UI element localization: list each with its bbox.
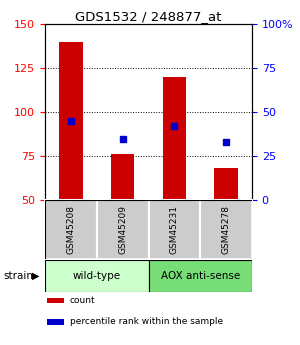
Bar bbox=[45, 200, 97, 259]
Text: strain: strain bbox=[3, 271, 33, 281]
Text: GSM45278: GSM45278 bbox=[222, 205, 231, 254]
Bar bbox=[97, 200, 148, 259]
Bar bbox=[47, 319, 64, 325]
Bar bbox=[200, 200, 252, 259]
Bar bbox=[214, 168, 238, 200]
Text: percentile rank within the sample: percentile rank within the sample bbox=[70, 317, 223, 326]
Bar bbox=[47, 298, 64, 303]
Bar bbox=[111, 154, 134, 200]
Text: GSM45209: GSM45209 bbox=[118, 205, 127, 254]
Bar bbox=[45, 260, 148, 292]
Text: AOX anti-sense: AOX anti-sense bbox=[160, 271, 240, 281]
Text: ▶: ▶ bbox=[32, 271, 39, 281]
Text: wild-type: wild-type bbox=[73, 271, 121, 281]
Text: GSM45208: GSM45208 bbox=[66, 205, 75, 254]
Text: count: count bbox=[70, 296, 95, 305]
Bar bbox=[163, 77, 186, 200]
Bar bbox=[148, 200, 200, 259]
Bar bbox=[148, 260, 252, 292]
Bar bbox=[59, 42, 82, 200]
Text: GSM45231: GSM45231 bbox=[170, 205, 179, 254]
Title: GDS1532 / 248877_at: GDS1532 / 248877_at bbox=[75, 10, 222, 23]
